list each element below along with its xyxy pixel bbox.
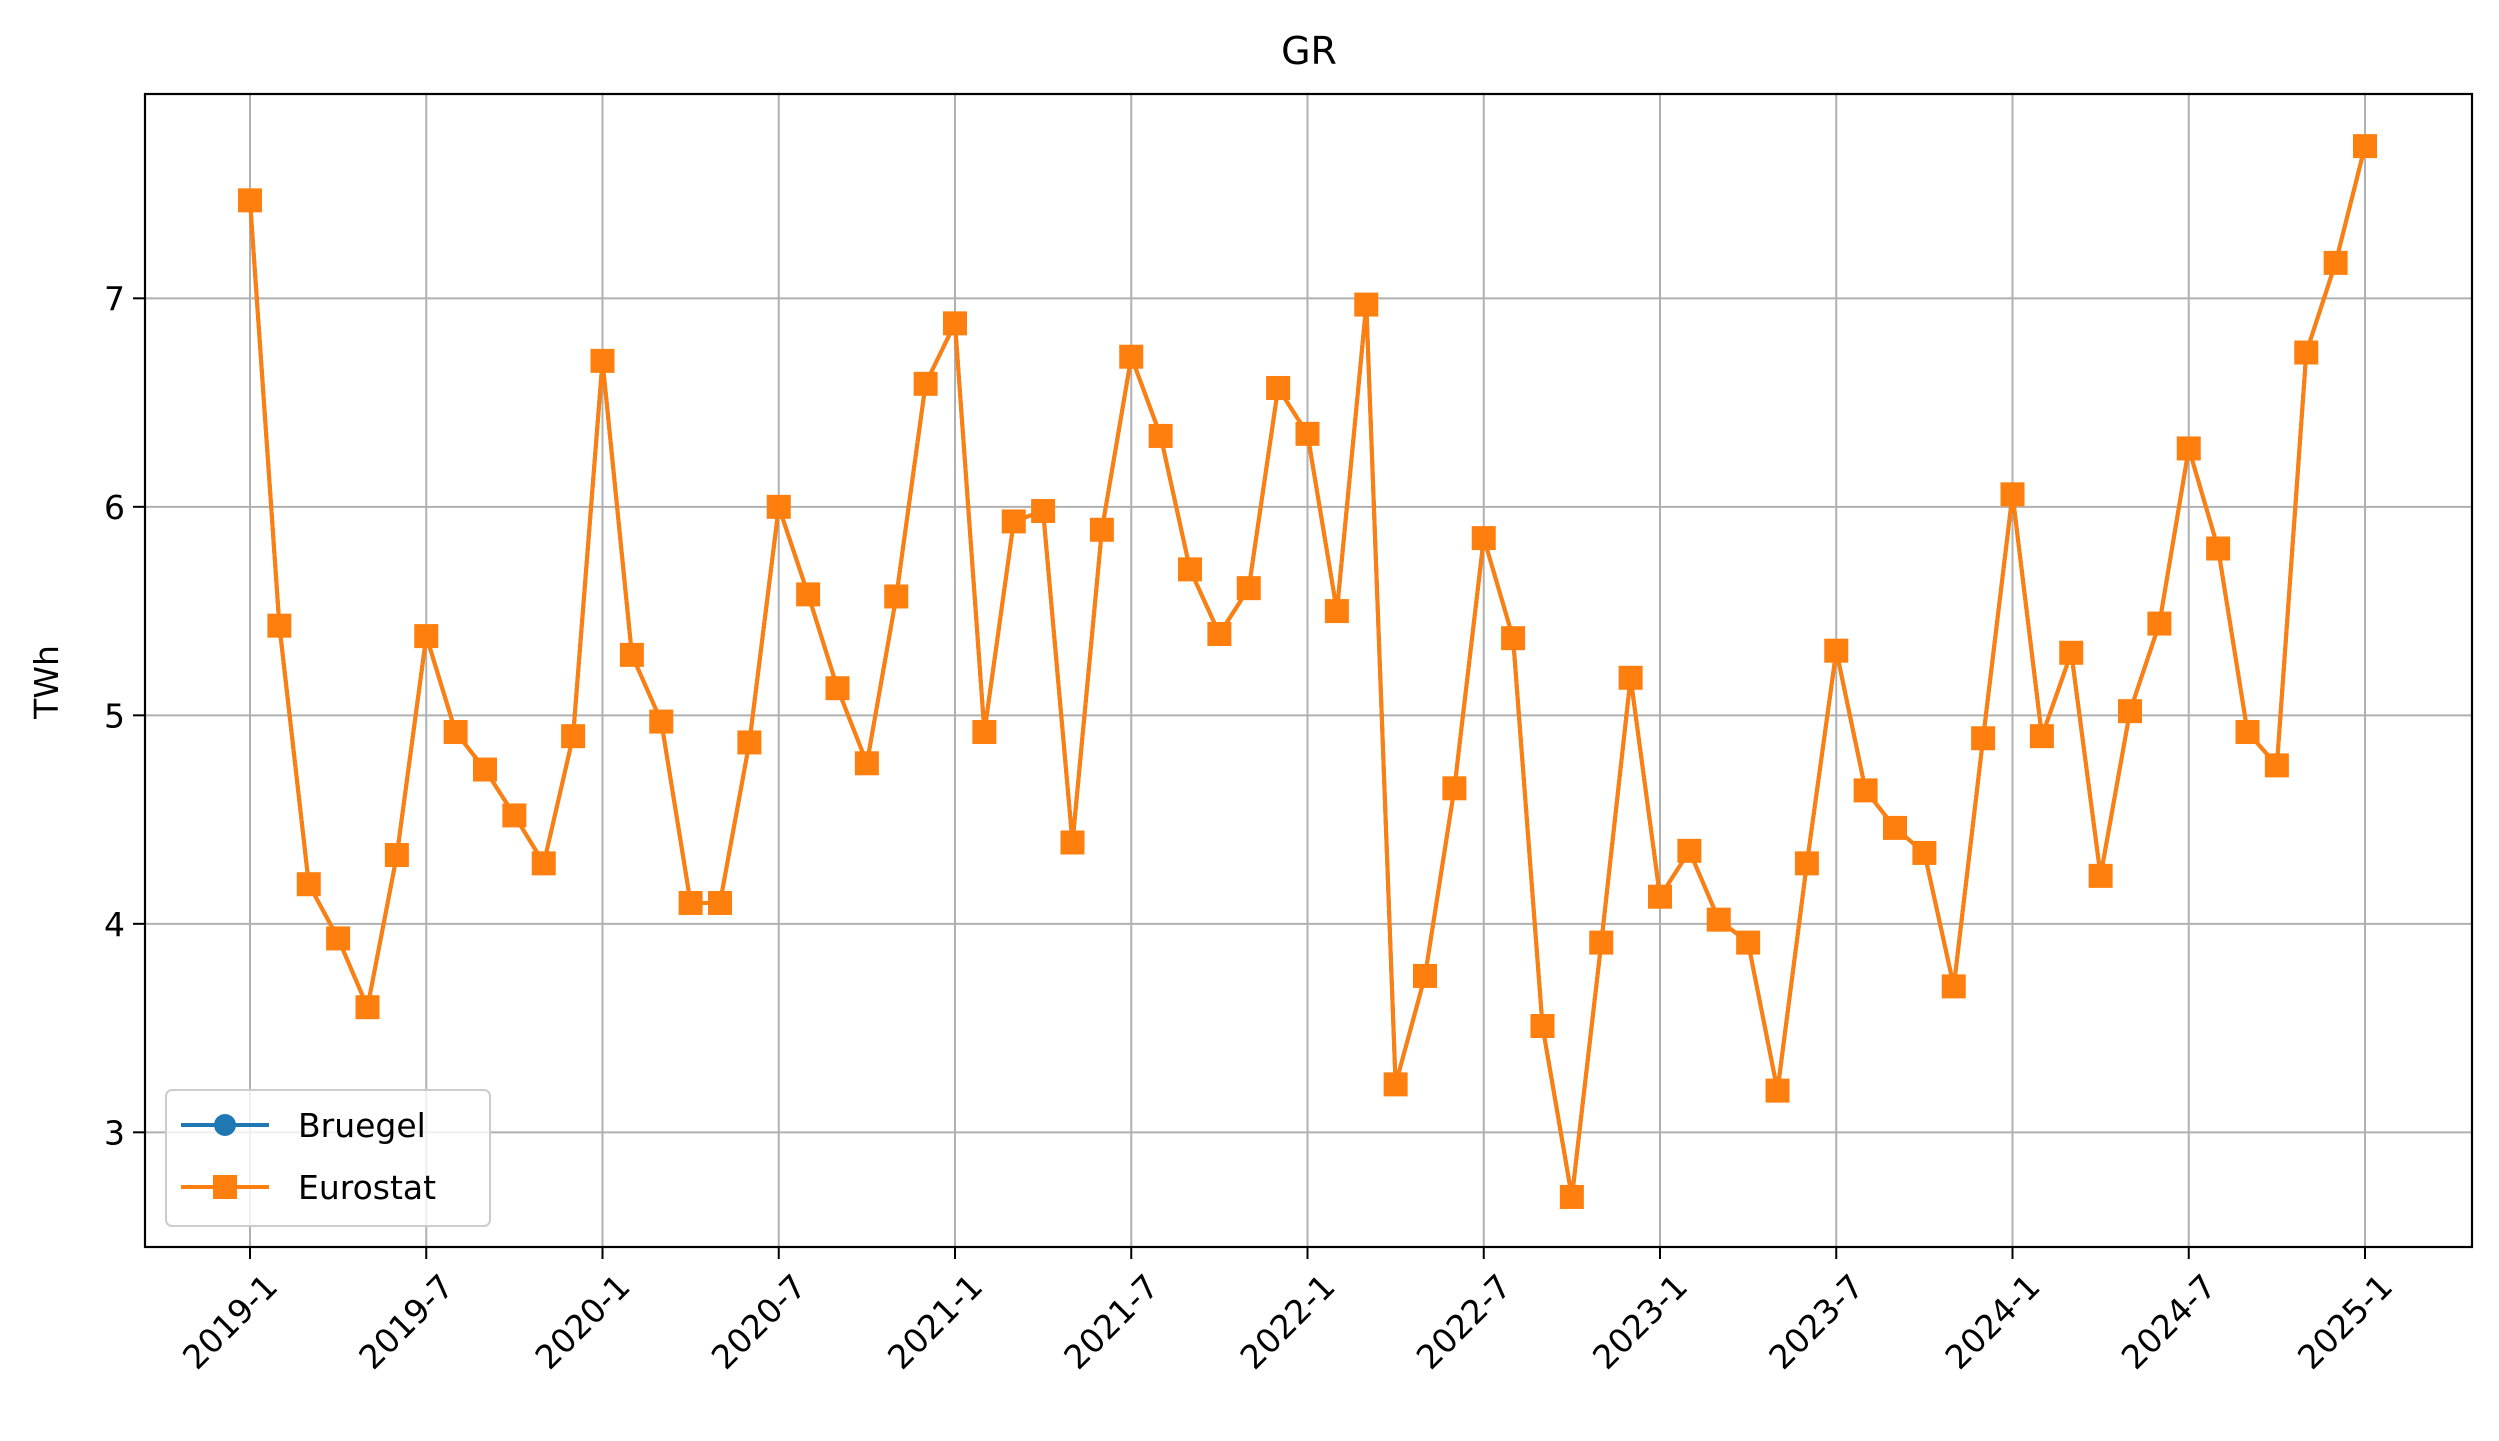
data-point-eurostat (2206, 536, 2231, 561)
data-point-eurostat (1559, 1184, 1584, 1209)
data-point-eurostat (1148, 423, 1173, 448)
data-point-eurostat (2235, 720, 2260, 745)
data-point-eurostat (1501, 626, 1526, 651)
y-tick-label: 7 (104, 279, 125, 318)
data-point-eurostat (384, 843, 409, 868)
data-point-eurostat (2029, 724, 2054, 749)
data-point-eurostat (1765, 1078, 1790, 1103)
data-point-eurostat (1648, 884, 1672, 909)
data-point-eurostat (913, 371, 938, 396)
grid (145, 94, 2472, 1247)
data-point-eurostat (884, 584, 909, 609)
data-point-eurostat (1618, 665, 1643, 690)
series-eurostat (238, 134, 2377, 1209)
data-point-eurostat (1060, 830, 1085, 855)
data-point-eurostat (766, 494, 791, 519)
data-point-eurostat (2294, 340, 2319, 365)
data-point-eurostat (1853, 778, 1878, 803)
data-point-eurostat (502, 803, 527, 828)
series-group (238, 134, 2377, 1209)
data-point-eurostat (972, 720, 997, 745)
y-tick-label: 6 (104, 488, 125, 527)
data-point-eurostat (1001, 509, 1026, 534)
data-point-eurostat (678, 890, 703, 915)
data-point-eurostat (443, 720, 468, 745)
data-point-eurostat (825, 676, 850, 701)
data-point-eurostat (1178, 557, 1202, 582)
data-point-eurostat (1089, 517, 1114, 542)
data-point-eurostat (854, 751, 879, 776)
data-point-eurostat (355, 995, 380, 1020)
data-point-eurostat (649, 709, 674, 734)
data-point-eurostat (267, 613, 292, 638)
data-point-eurostat (1912, 840, 1937, 865)
data-point-eurostat (1324, 599, 1349, 624)
data-point-eurostat (1383, 1072, 1408, 1097)
data-point-eurostat (2059, 640, 2084, 665)
data-point-eurostat (2176, 436, 2201, 461)
legend-label-bruegel: Bruegel (298, 1106, 426, 1145)
data-point-eurostat (326, 926, 351, 951)
data-point-eurostat (2264, 753, 2289, 778)
data-point-eurostat (943, 311, 967, 336)
data-point-eurostat (1589, 930, 1614, 955)
data-point-eurostat (414, 624, 439, 649)
data-point-eurostat (2353, 134, 2377, 159)
legend-label-eurostat: Eurostat (298, 1168, 436, 1207)
data-point-eurostat (1971, 726, 1996, 751)
data-point-eurostat (2147, 611, 2172, 636)
data-point-eurostat (1824, 638, 1849, 663)
data-point-eurostat (1736, 930, 1761, 955)
chart-title: GR (1281, 29, 1337, 73)
data-point-eurostat (296, 872, 321, 897)
data-point-eurostat (2323, 250, 2348, 275)
data-point-eurostat (619, 642, 644, 667)
data-point-eurostat (1471, 526, 1496, 551)
data-point-eurostat (1794, 851, 1819, 876)
data-point-eurostat (1530, 1013, 1555, 1038)
data-point-eurostat (1413, 963, 1437, 988)
data-point-eurostat (1031, 498, 1056, 523)
data-point-eurostat (2118, 699, 2142, 724)
data-point-eurostat (1119, 344, 1144, 369)
data-point-eurostat (473, 757, 497, 782)
data-point-eurostat (1706, 907, 1731, 932)
legend-marker-bruegel (214, 1114, 236, 1136)
data-point-eurostat (1266, 375, 1291, 400)
y-axis-label: TWh (27, 645, 66, 720)
data-point-eurostat (2000, 482, 2025, 507)
data-point-eurostat (1941, 974, 1966, 999)
y-tick-label: 3 (104, 1113, 125, 1152)
data-point-eurostat (708, 890, 732, 915)
y-tick-label: 4 (104, 905, 125, 944)
data-point-eurostat (1207, 622, 1232, 647)
data-point-eurostat (238, 188, 262, 213)
data-point-eurostat (1442, 776, 1467, 801)
data-point-eurostat (1354, 292, 1379, 317)
data-point-eurostat (796, 582, 821, 607)
data-point-eurostat (1677, 838, 1702, 863)
data-point-eurostat (1236, 576, 1261, 601)
legend: Bruegel Eurostat (165, 1089, 491, 1227)
y-tick-label: 5 (104, 696, 125, 735)
data-point-eurostat (737, 730, 762, 755)
data-point-eurostat (1883, 815, 1907, 840)
data-point-eurostat (1295, 421, 1320, 446)
data-point-eurostat (531, 851, 556, 876)
legend-marker-eurostat (213, 1175, 237, 1199)
data-point-eurostat (2088, 863, 2113, 888)
data-point-eurostat (590, 348, 615, 373)
data-point-eurostat (561, 724, 586, 749)
